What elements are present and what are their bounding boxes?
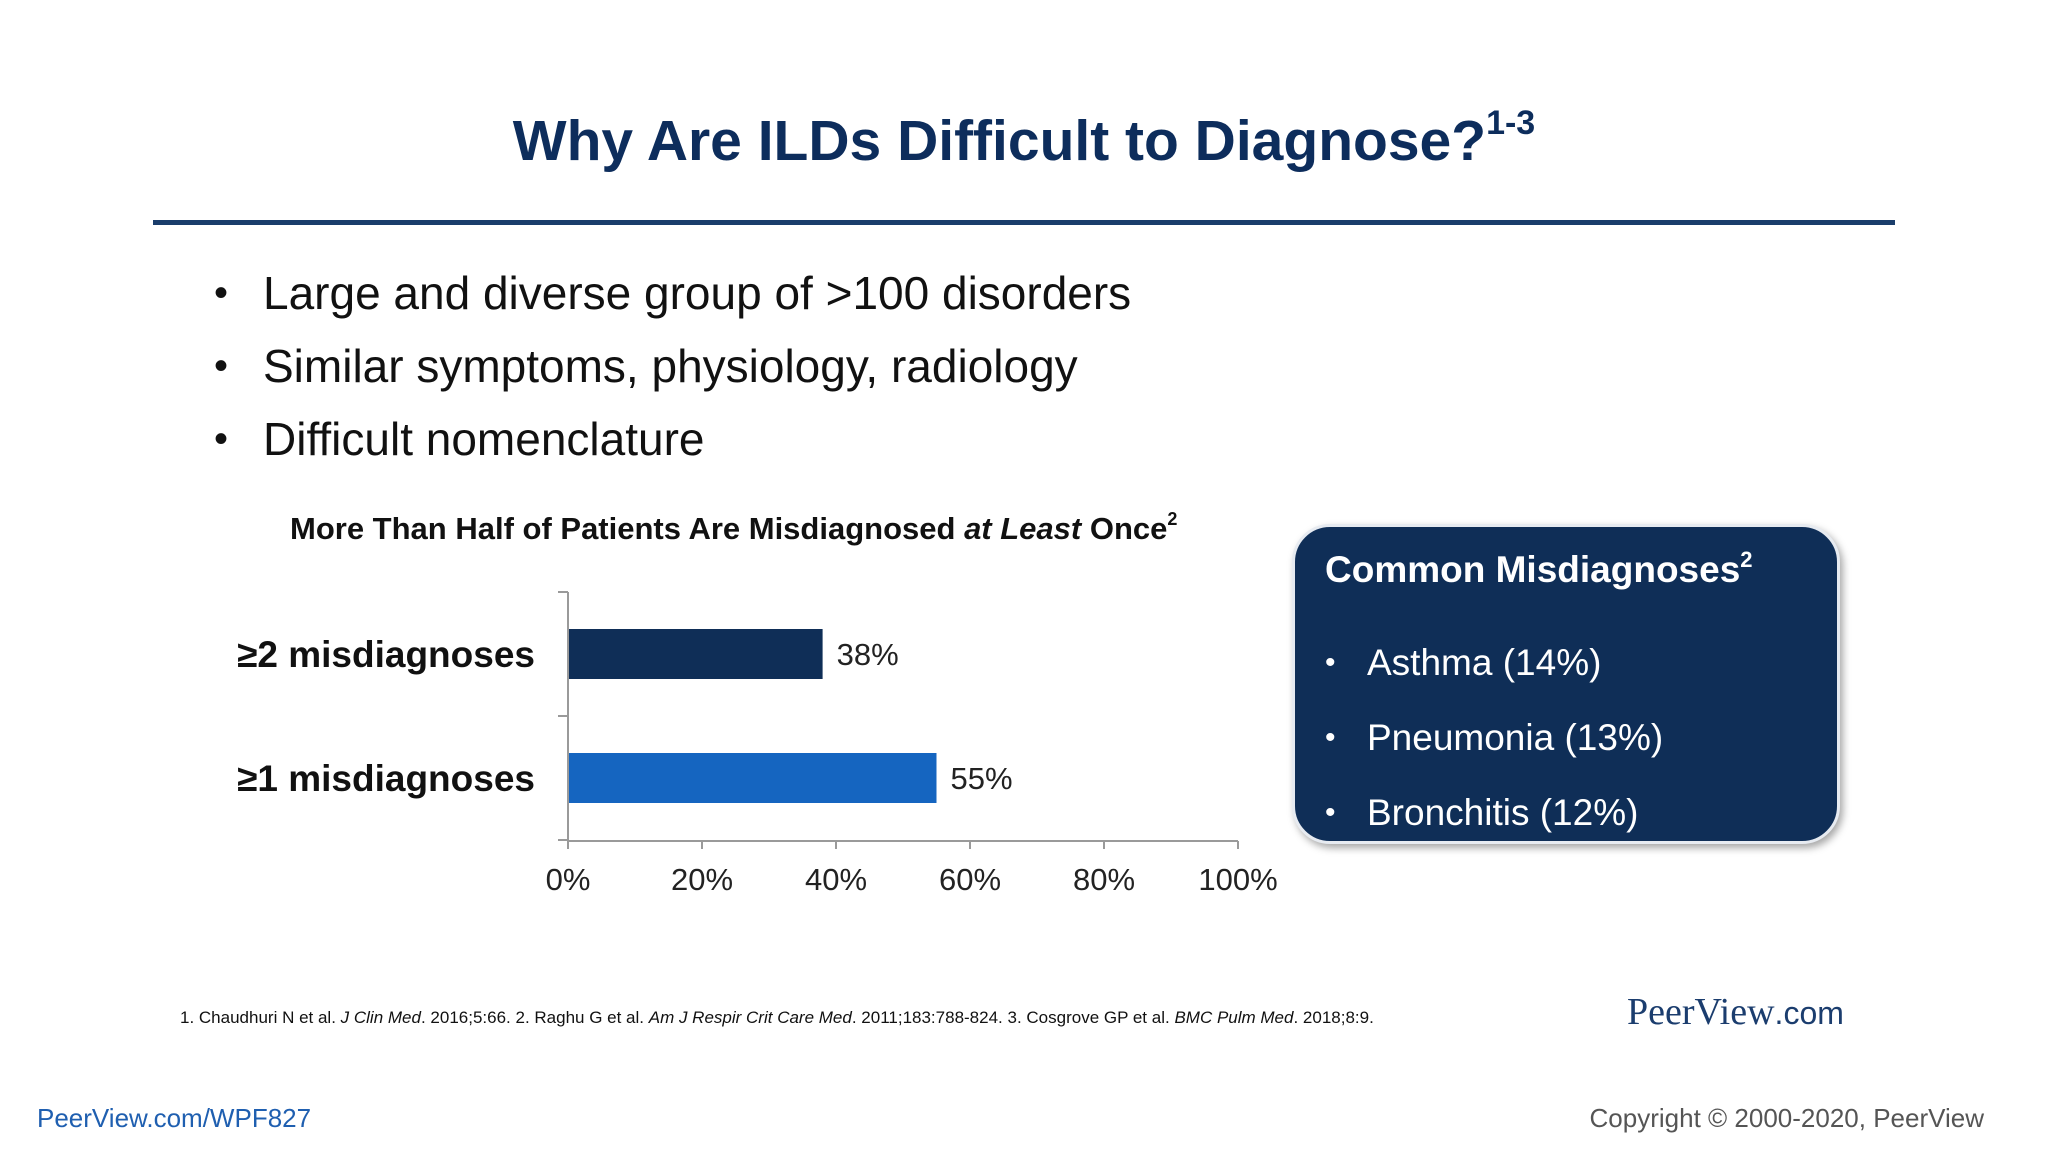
chart-title-superscript: 2 [1167, 509, 1178, 529]
title-superscript: 1-3 [1486, 104, 1536, 142]
x-tick-label: 40% [805, 862, 867, 897]
slide-title: Why Are ILDs Difficult to Diagnose?1-3 [512, 104, 1536, 173]
bar [569, 753, 937, 803]
callout-item: Pneumonia (13%) [1325, 700, 1663, 775]
callout-item: Asthma (14%) [1325, 625, 1663, 700]
bullet-item: Difficult nomenclature [210, 403, 1131, 476]
references: 1. Chaudhuri N et al. J Clin Med. 2016;5… [180, 1008, 1374, 1027]
copyright: Copyright © 2000-2020, PeerView [1589, 1103, 1984, 1133]
x-tick-label: 60% [939, 862, 1001, 897]
title-divider [153, 220, 1895, 225]
x-tick-label: 20% [671, 862, 733, 897]
x-tick-label: 100% [1198, 862, 1277, 897]
category-label: ≥1 misdiagnoses [237, 758, 535, 799]
x-tick-label: 0% [546, 862, 591, 897]
callout-title: Common Misdiagnoses2 [1325, 547, 1753, 590]
footer-link[interactable]: PeerView.com/WPF827 [37, 1103, 312, 1133]
misdiagnoses-callout: Common Misdiagnoses2 Asthma (14%) Pneumo… [1292, 524, 1840, 850]
bar-value-label: 55% [951, 761, 1013, 796]
bar-value-label: 38% [837, 637, 899, 672]
callout-item: Bronchitis (12%) [1325, 775, 1663, 850]
x-tick-label: 80% [1073, 862, 1135, 897]
peerview-logo: PeerView.com [1627, 991, 1844, 1033]
bar-chart: 0% 20% 40% 60% 80% 100% 38% ≥2 misdiagnoses 55% ≥… [237, 591, 1278, 897]
chart-title: More Than Half of Patients Are Misdiagno… [290, 509, 1178, 546]
callout-list: Asthma (14%) Pneumonia (13%) Bronchitis … [1325, 625, 1663, 850]
callout-superscript: 2 [1740, 547, 1753, 572]
bullet-list: Large and diverse group of >100 disorder… [210, 257, 1131, 476]
category-label: ≥2 misdiagnoses [237, 634, 535, 675]
bullet-item: Similar symptoms, physiology, radiology [210, 330, 1131, 403]
bullet-item: Large and diverse group of >100 disorder… [210, 257, 1131, 330]
bar [569, 629, 823, 679]
